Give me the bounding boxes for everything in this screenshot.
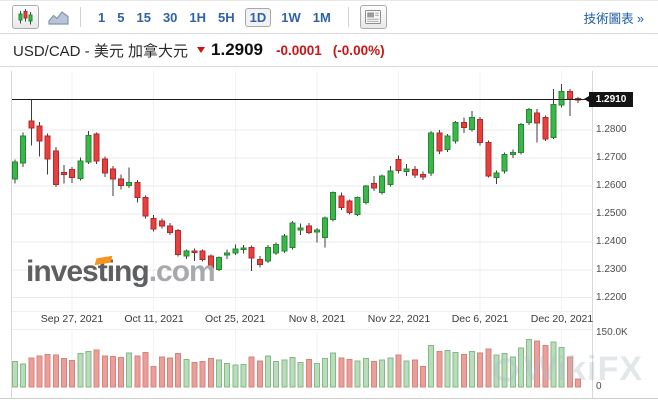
price-axis-tick: 1.2600 <box>596 180 627 191</box>
timeframe-group: 1 5 15 30 1H 5H 1D 1W 1M <box>92 7 337 27</box>
chart-toolbar: 1 5 15 30 1H 5H 1D 1W 1M 技術圖表 » <box>0 1 658 34</box>
date-axis-tick: Dec 20, 2021 <box>530 313 594 325</box>
toolbar-divider <box>347 7 349 27</box>
line-chart-icon <box>48 10 69 25</box>
price-change-percent: (-0.00%) <box>332 42 385 58</box>
price-axis-tick: 1.2700 <box>596 152 627 163</box>
last-price: 1.2909 <box>211 40 264 59</box>
timeframe-button-1m[interactable]: 1M <box>312 9 331 25</box>
volume-axis-tick: 0 <box>596 381 602 392</box>
candlestick-chart-icon <box>17 8 34 26</box>
technical-chart-link[interactable]: 技術圖表 » <box>583 11 644 26</box>
date-axis-tick: Oct 11, 2021 <box>124 313 184 325</box>
toolbar-divider <box>80 7 81 27</box>
price-axis-tick: 1.2300 <box>596 264 627 275</box>
date-axis-tick: Nov 8, 2021 <box>288 313 346 325</box>
timeframe-button-5h[interactable]: 5H <box>218 9 235 25</box>
price-chart-area[interactable]: investing.com WikiFX 1.2910 1.2800 1.2700… <box>0 67 658 410</box>
date-axis-tick: Nov 22, 2021 <box>367 313 431 325</box>
investing-com-watermark: investing.com <box>26 255 216 288</box>
timeframe-button-1[interactable]: 1 <box>98 9 106 25</box>
price-change: -0.0001 <box>276 42 322 58</box>
timeframe-button-5[interactable]: 5 <box>117 9 125 25</box>
timeframe-button-1d[interactable]: 1D <box>244 7 272 27</box>
timeframe-button-30[interactable]: 30 <box>162 9 178 25</box>
line-chart-button[interactable] <box>48 10 69 25</box>
candlestick-plot[interactable] <box>0 67 658 410</box>
date-axis-tick: Dec 6, 2021 <box>451 313 509 325</box>
candlestick-chart-button[interactable] <box>12 5 39 29</box>
price-down-arrow-icon <box>197 47 206 53</box>
price-axis-tick: 1.2200 <box>596 292 627 303</box>
news-panel-button[interactable] <box>359 5 387 29</box>
date-axis-tick: Oct 25, 2021 <box>204 313 266 325</box>
price-axis-tick: 1.2500 <box>596 208 627 219</box>
price-axis-tick: 1.2800 <box>596 124 627 135</box>
timeframe-button-1h[interactable]: 1H <box>189 9 207 25</box>
volume-axis-tick: 150.0K <box>596 327 628 338</box>
date-axis-tick: Sep 27, 2021 <box>40 313 104 325</box>
news-panel-icon <box>365 10 382 24</box>
price-axis-tick: 1.2400 <box>596 236 627 247</box>
quote-header: USD/CAD - 美元 加拿大元 1.2909 -0.0001 (-0.00%… <box>0 34 658 67</box>
timeframe-button-1w[interactable]: 1W <box>281 9 301 25</box>
wikifx-logo-icon <box>494 357 518 382</box>
wikifx-watermark: WikiFX <box>494 350 643 389</box>
current-price-tag: 1.2910 <box>584 92 633 107</box>
pair-title: USD/CAD - 美元 加拿大元 <box>13 42 189 60</box>
timeframe-button-15[interactable]: 15 <box>136 9 151 25</box>
